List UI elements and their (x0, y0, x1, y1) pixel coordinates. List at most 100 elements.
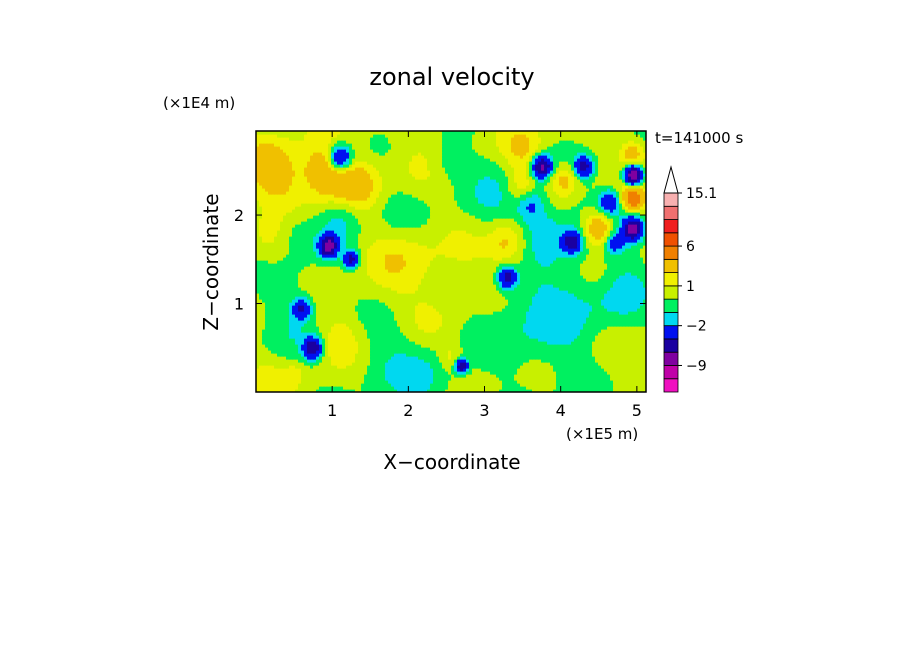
contour-cell (553, 311, 557, 315)
contour-cell (559, 293, 563, 297)
contour-cell (601, 374, 605, 378)
contour-cell (517, 311, 521, 315)
contour-cell (403, 362, 407, 366)
contour-cell (466, 338, 470, 342)
contour-cell (373, 299, 377, 303)
contour-cell (631, 347, 635, 351)
contour-cell (325, 275, 329, 279)
contour-cell (628, 344, 632, 348)
contour-cell (532, 338, 536, 342)
contour-cell (445, 383, 449, 387)
contour-cell (505, 347, 509, 351)
contour-cell (355, 362, 359, 366)
contour-cell (541, 332, 545, 336)
contour-cell (271, 284, 275, 288)
contour-cell (271, 362, 275, 366)
contour-cell (316, 284, 320, 288)
contour-cell (487, 287, 491, 291)
contour-cell (628, 374, 632, 378)
contour-cell (490, 290, 494, 294)
contour-cell (598, 380, 602, 384)
contour-cell (610, 371, 614, 375)
contour-cell (496, 329, 500, 333)
contour-cell (556, 320, 560, 324)
contour-cell (352, 335, 356, 339)
contour-cell (478, 296, 482, 300)
contour-cell (454, 314, 458, 318)
contour-cell (268, 371, 272, 375)
contour-cell (319, 329, 323, 333)
contour-cell (514, 344, 518, 348)
contour-cell (346, 341, 350, 345)
contour-cell (298, 281, 302, 285)
contour-cell (583, 311, 587, 315)
contour-cell (604, 317, 608, 321)
contour-cell (547, 290, 551, 294)
contour-cell (583, 305, 587, 309)
contour-cell (259, 299, 263, 303)
contour-cell (466, 347, 470, 351)
contour-cell (316, 281, 320, 285)
contour-cell (541, 302, 545, 306)
contour-cell (610, 338, 614, 342)
contour-cell (340, 371, 344, 375)
contour-cell (562, 338, 566, 342)
contour-cell (574, 329, 578, 333)
contour-cell (406, 305, 410, 309)
contour-cell (289, 278, 293, 282)
contour-cell (604, 383, 608, 387)
contour-cell (295, 383, 299, 387)
contour-cell (589, 374, 593, 378)
contour-cell (532, 386, 536, 390)
contour-cell (601, 371, 605, 375)
contour-cell (532, 299, 536, 303)
contour-cell (445, 329, 449, 333)
contour-cell (373, 365, 377, 369)
contour-cell (481, 290, 485, 294)
contour-cell (355, 350, 359, 354)
contour-cell (487, 335, 491, 339)
contour-cell (508, 278, 512, 282)
contour-cell (583, 386, 587, 390)
contour-cell (334, 290, 338, 294)
contour-cell (259, 308, 263, 312)
contour-cell (607, 320, 611, 324)
contour-cell (289, 338, 293, 342)
contour-cell (442, 290, 446, 294)
contour-cell (625, 371, 629, 375)
contour-cell (334, 380, 338, 384)
contour-cell (622, 284, 626, 288)
contour-cell (532, 317, 536, 321)
contour-cell (397, 275, 401, 279)
contour-cell (478, 335, 482, 339)
contour-cell (598, 302, 602, 306)
contour-cell (301, 281, 305, 285)
contour-cell (268, 305, 272, 309)
contour-cell (604, 374, 608, 378)
contour-cell (436, 356, 440, 360)
contour-cell (424, 371, 428, 375)
contour-cell (352, 329, 356, 333)
contour-cell (439, 353, 443, 357)
contour-cell (388, 275, 392, 279)
contour-cell (520, 311, 524, 315)
contour-cell (388, 344, 392, 348)
contour-cell (334, 308, 338, 312)
contour-cell (580, 359, 584, 363)
contour-cell (553, 356, 557, 360)
contour-cell (508, 356, 512, 360)
contour-cell (280, 377, 284, 381)
contour-cell (484, 308, 488, 312)
contour-cell (385, 284, 389, 288)
contour-cell (487, 308, 491, 312)
contour-cell (382, 332, 386, 336)
contour-cell (370, 368, 374, 372)
contour-cell (349, 350, 353, 354)
contour-cell (616, 386, 620, 390)
contour-cell (631, 365, 635, 369)
contour-cell (424, 347, 428, 351)
contour-cell (583, 308, 587, 312)
contour-cell (604, 290, 608, 294)
contour-cell (616, 350, 620, 354)
contour-cell (397, 287, 401, 291)
